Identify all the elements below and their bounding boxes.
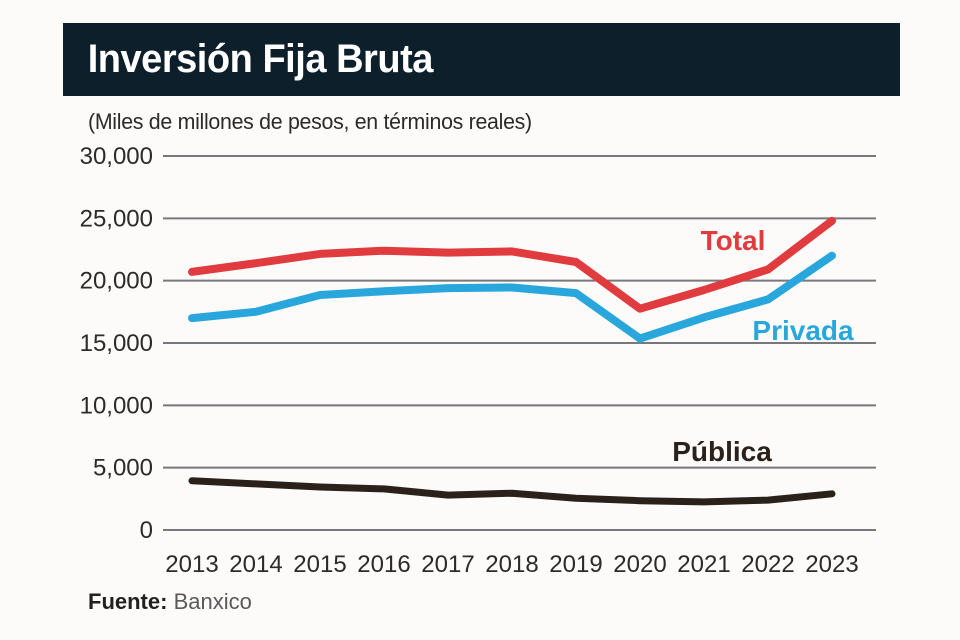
source-label: Fuente:: [88, 589, 168, 614]
x-axis-tick-label: 2021: [677, 551, 730, 578]
source-name-text: Banxico: [173, 589, 252, 614]
x-axis-tick-label: 2022: [741, 551, 794, 578]
source-line: Fuente: Banxico: [88, 589, 252, 615]
series-line-2: [188, 477, 836, 506]
x-axis-tick-label: 2023: [805, 551, 858, 578]
series-label-2: Pública: [672, 436, 772, 467]
series-label-0: Total: [701, 225, 766, 256]
chart-subtitle: (Miles de millones de pesos, en términos…: [88, 109, 532, 134]
y-axis-tick-label: 20,000: [80, 268, 153, 295]
x-axis-tick-label: 2017: [421, 551, 474, 578]
series-line-1: [188, 251, 836, 343]
x-axis-tick-label: 2018: [485, 551, 538, 578]
page-title: Inversión Fija Bruta: [87, 37, 434, 81]
x-axis-tick-label: 2020: [613, 551, 666, 578]
x-axis-tick-label: 2013: [165, 551, 218, 578]
y-axis-tick-label: 5,000: [93, 455, 153, 482]
y-axis-tick-label: 0: [140, 517, 153, 544]
y-axis-tick-label: 10,000: [80, 392, 153, 419]
header-bar: Inversión Fija Bruta: [63, 23, 900, 96]
y-axis-tick-label: 15,000: [80, 330, 153, 357]
x-axis-tick-label: 2019: [549, 551, 602, 578]
series-line-0: [188, 216, 836, 313]
y-axis-tick-label: 30,000: [80, 143, 153, 170]
x-axis-tick-label: 2015: [293, 551, 346, 578]
x-axis-tick-label: 2014: [229, 551, 282, 578]
series-label-1: Privada: [752, 315, 854, 346]
x-axis-tick-label: 2016: [357, 551, 410, 578]
y-axis-tick-label: 25,000: [80, 205, 153, 232]
